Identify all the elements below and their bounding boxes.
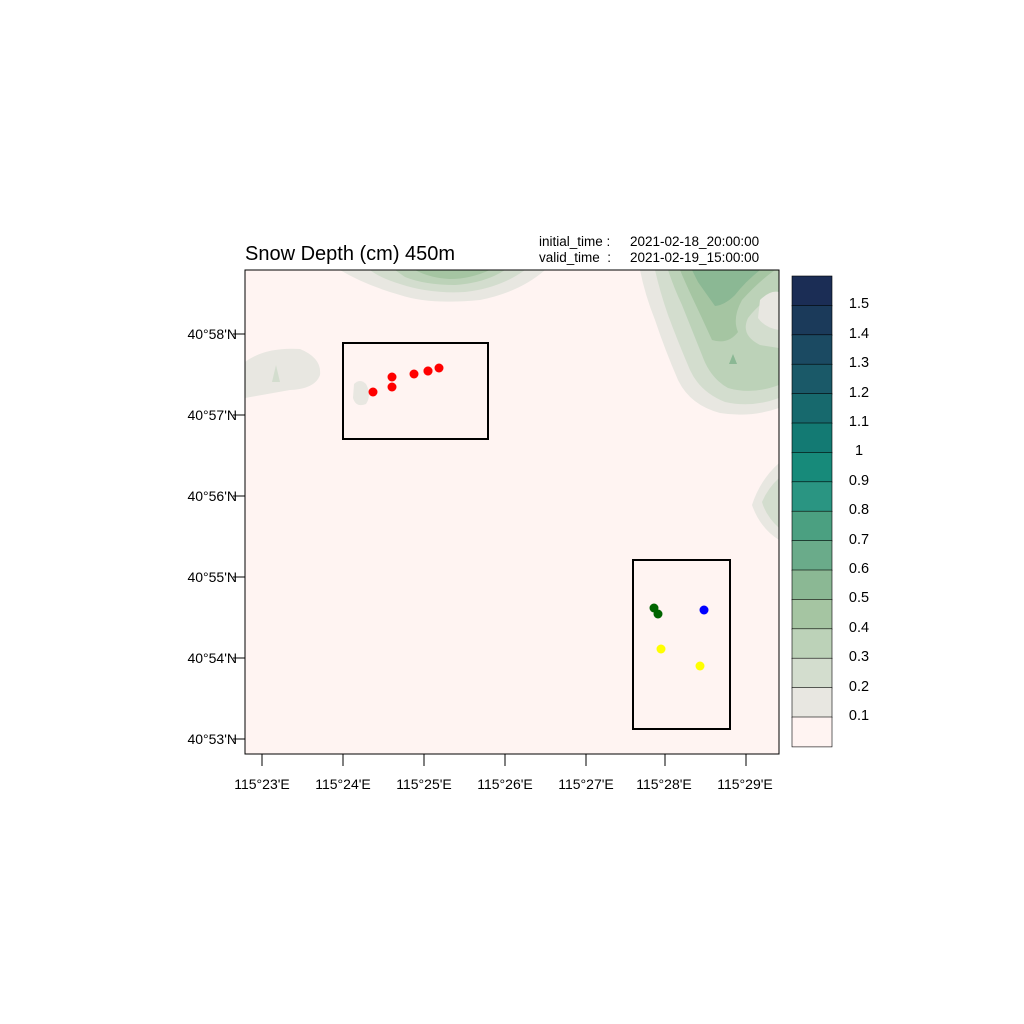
blue-point bbox=[699, 605, 709, 615]
colorbar-label: 0.9 bbox=[848, 472, 870, 489]
red-point bbox=[423, 366, 433, 376]
colorbar-swatch bbox=[791, 481, 833, 512]
x-axis-label: 115°25'E bbox=[396, 776, 452, 792]
y-axis-label: 40°58'N bbox=[187, 326, 237, 342]
contour-top-right-white bbox=[758, 291, 779, 330]
y-axis-label: 40°53'N bbox=[187, 731, 237, 747]
contour-right-1 bbox=[762, 478, 779, 528]
contour-left bbox=[245, 348, 321, 398]
red-point bbox=[434, 363, 444, 373]
y-axis-label: 40°56'N bbox=[187, 488, 237, 504]
red-point bbox=[368, 387, 378, 397]
region-box-north bbox=[342, 342, 489, 440]
colorbar-swatch bbox=[791, 393, 833, 424]
snow-contours bbox=[245, 270, 779, 540]
x-axis-label: 115°27'E bbox=[558, 776, 614, 792]
time-keys: initial_time : valid_time : bbox=[539, 234, 611, 266]
station-points bbox=[368, 363, 709, 671]
valid-time-key: valid_time : bbox=[539, 250, 612, 265]
initial-time-key: initial_time : bbox=[539, 234, 611, 249]
colorbar-swatch bbox=[791, 363, 833, 395]
plot-frame bbox=[244, 269, 780, 755]
yellow-point bbox=[695, 661, 705, 671]
dark-green-point bbox=[653, 609, 663, 619]
colorbar-swatch bbox=[791, 305, 833, 336]
colorbar-label: 1.5 bbox=[848, 296, 870, 313]
colorbar-label: 1.4 bbox=[848, 325, 870, 342]
x-axis-label: 115°26'E bbox=[477, 776, 533, 792]
colorbar-label: 1.2 bbox=[848, 384, 870, 401]
contour-left-inner bbox=[272, 365, 280, 382]
time-values: 2021-02-18_20:00:00 2021-02-19_15:00:00 bbox=[630, 234, 759, 266]
colorbar-swatch bbox=[791, 599, 833, 630]
region-box-south bbox=[632, 559, 731, 730]
red-point bbox=[387, 382, 397, 392]
colorbar-swatch bbox=[791, 275, 833, 307]
map-title: Snow Depth (cm) 450m bbox=[245, 243, 456, 265]
yellow-point bbox=[656, 644, 666, 654]
y-axis-label: 40°54'N bbox=[187, 650, 237, 666]
colorbar-label: 1 bbox=[854, 443, 864, 460]
colorbar-swatch bbox=[791, 540, 833, 571]
y-axis-label: 40°57'N bbox=[187, 407, 237, 423]
colorbar-label: 0.7 bbox=[848, 531, 870, 548]
contour-small bbox=[353, 381, 369, 406]
colorbar-label: 0.3 bbox=[848, 649, 870, 666]
colorbar-swatch bbox=[791, 452, 833, 483]
colorbar-label: 0.8 bbox=[848, 502, 870, 519]
contour-top-right-4 bbox=[692, 270, 760, 306]
colorbar-swatch bbox=[791, 334, 833, 365]
y-axis-label: 40°55'N bbox=[187, 569, 237, 585]
colorbar-swatch bbox=[791, 422, 833, 454]
colorbar-swatch bbox=[791, 657, 833, 689]
contour-top-center-3 bbox=[415, 270, 490, 279]
colorbar-label: 0.6 bbox=[848, 561, 870, 577]
x-axis-label: 115°28'E bbox=[636, 776, 692, 792]
colorbar-swatch bbox=[791, 510, 833, 542]
colorbar-swatch bbox=[791, 628, 833, 659]
colorbar-swatch bbox=[791, 569, 833, 601]
x-axis-label: 115°29'E bbox=[717, 776, 773, 792]
contour-top-right-dot bbox=[729, 354, 737, 364]
red-point bbox=[409, 369, 419, 379]
valid-time-value: 2021-02-19_15:00:00 bbox=[630, 250, 760, 265]
colorbar-label: 1.3 bbox=[848, 355, 870, 372]
colorbar-label: 1.1 bbox=[848, 414, 870, 430]
colorbar-swatch bbox=[791, 716, 833, 748]
colorbar-swatch bbox=[791, 687, 833, 718]
colorbar-label: 0.4 bbox=[848, 619, 870, 636]
red-point bbox=[387, 372, 397, 382]
axis-ticks bbox=[233, 333, 747, 766]
colorbar bbox=[791, 275, 833, 748]
initial-time-value: 2021-02-18_20:00:00 bbox=[630, 234, 760, 249]
colorbar-label: 0.5 bbox=[848, 590, 870, 607]
x-axis-label: 115°24'E bbox=[315, 776, 371, 792]
colorbar-label: 0.1 bbox=[848, 708, 870, 724]
colorbar-label: 0.2 bbox=[848, 678, 870, 695]
x-axis-label: 115°23'E bbox=[234, 776, 290, 792]
